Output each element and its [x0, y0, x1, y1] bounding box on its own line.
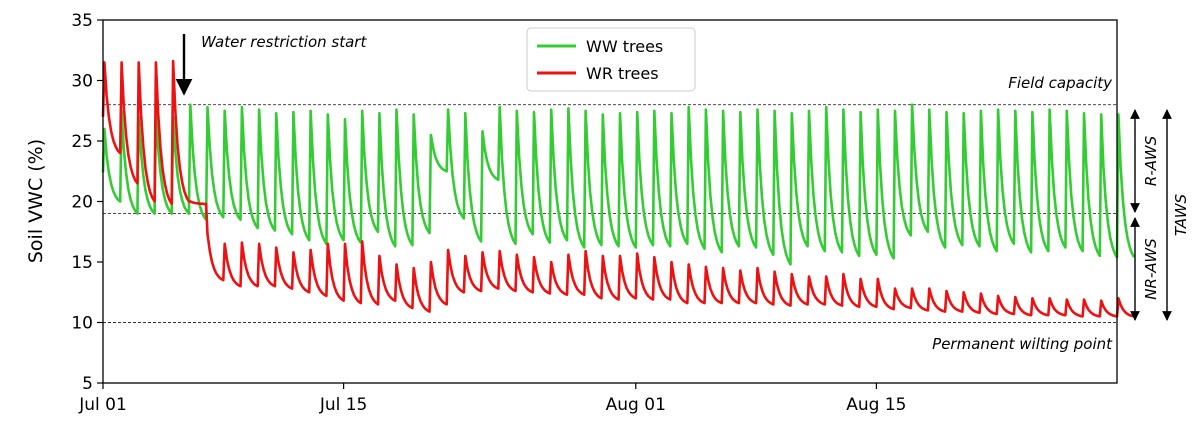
x-tick-label: Aug 15 [846, 395, 906, 415]
y-tick-label: 35 [71, 11, 93, 31]
restriction-label: Water restriction start [201, 33, 367, 51]
nr-aws-label: NR-AWS [1142, 238, 1160, 300]
field-capacity-label: Field capacity [1008, 74, 1113, 92]
r-aws-label: R-AWS [1142, 135, 1160, 186]
x-tick-label: Jul 01 [78, 395, 127, 415]
series-line-wr [101, 59, 1135, 318]
y-tick-label: 25 [71, 132, 93, 152]
legend-label-wr: WR trees [586, 64, 659, 83]
y-tick-label: 30 [71, 72, 93, 92]
taws-label: TAWS [1172, 193, 1190, 236]
series-line-ww [101, 103, 1136, 266]
legend-label-ww: WW trees [586, 37, 663, 56]
y-tick-label: 10 [71, 314, 93, 334]
y-tick-label: 20 [71, 193, 93, 213]
x-tick-label: Jul 15 [319, 395, 368, 415]
y-tick-label: 5 [82, 374, 93, 394]
x-tick-label: Aug 01 [606, 395, 666, 415]
permanent-wilting-point-label: Permanent wilting point [932, 335, 1113, 353]
y-axis-label: Soil VWC (%) [25, 139, 47, 263]
y-tick-label: 15 [71, 253, 93, 273]
legend: WW trees WR trees [526, 27, 696, 92]
